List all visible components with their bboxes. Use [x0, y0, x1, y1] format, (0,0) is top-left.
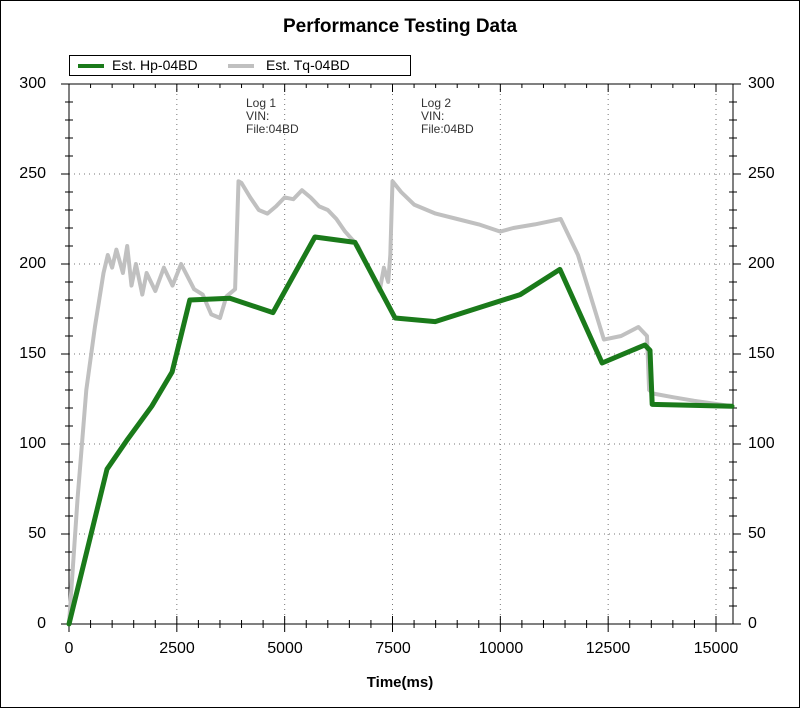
x-tick-label: 5000 — [267, 640, 303, 657]
x-tick-label: 0 — [64, 640, 74, 657]
y-tick-label: 200 — [19, 255, 46, 272]
legend-label-tq: Est. Tq-04BD — [266, 57, 350, 73]
chart-title: Performance Testing Data — [282, 16, 518, 37]
legend-swatch-tq — [228, 64, 254, 68]
series-tq-line — [67, 179, 734, 626]
y2-tick-label: 50 — [748, 525, 766, 542]
legend-label-hp: Est. Hp-04BD — [112, 57, 198, 73]
x-tick-label: 7500 — [375, 640, 411, 657]
annotation-log1: Log 1 VIN: File:04BD — [246, 96, 299, 136]
y-tick-label: 250 — [19, 165, 46, 182]
y2-tick-label: 300 — [748, 75, 775, 92]
annotation-log2: Log 2 VIN: File:04BD — [421, 96, 474, 136]
y2-tick-label: 200 — [748, 255, 775, 272]
y2-tick-label: 150 — [748, 345, 775, 362]
legend-swatch-hp — [78, 64, 104, 68]
legend: Est. Hp-04BD Est. Tq-04BD — [69, 55, 411, 76]
x-axis-label: Time(ms) — [366, 674, 434, 691]
y-tick-label: 100 — [19, 435, 46, 452]
x-tick-label: 10000 — [478, 640, 524, 657]
y2-tick-label: 0 — [748, 615, 757, 632]
series-hp-line — [66, 234, 735, 627]
y-tick-label: 0 — [37, 615, 46, 632]
x-tick-label: 12500 — [585, 640, 631, 657]
y-tick-label: 50 — [28, 525, 46, 542]
y-tick-label: 300 — [19, 75, 46, 92]
y2-tick-label: 100 — [748, 435, 775, 452]
x-tick-label: 15000 — [693, 640, 739, 657]
x-tick-label: 2500 — [159, 640, 195, 657]
y-tick-label: 150 — [19, 345, 46, 362]
y2-tick-label: 250 — [748, 165, 775, 182]
